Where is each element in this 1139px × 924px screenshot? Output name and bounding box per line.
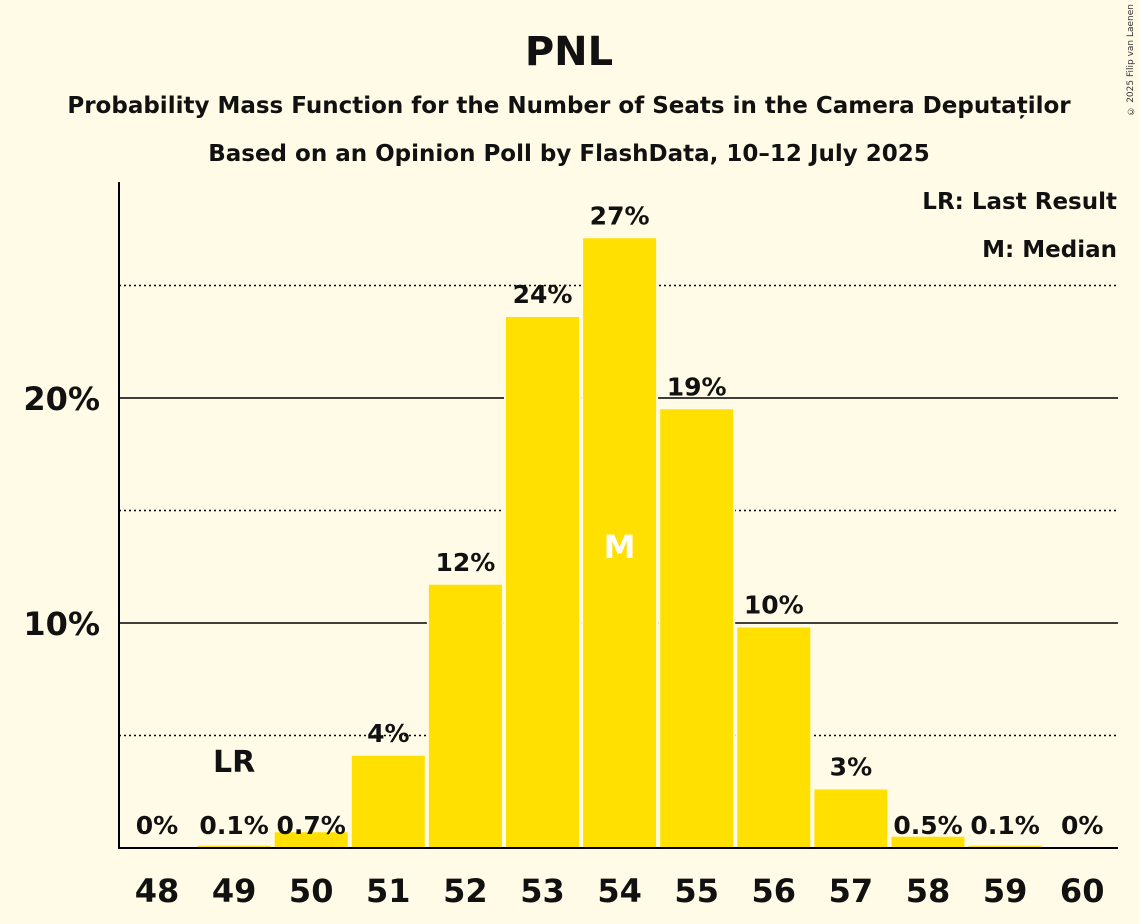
- x-tick-label: 59: [983, 872, 1028, 910]
- bar: [660, 409, 734, 848]
- bar: [506, 317, 579, 848]
- legend-last-result: LR: Last Result: [922, 189, 1117, 215]
- bar: [351, 755, 425, 848]
- bar: [274, 832, 348, 848]
- copyright-notice: © 2025 Filip van Laenen: [1126, 4, 1136, 116]
- data-label: 10%: [744, 591, 804, 620]
- x-tick-label: 60: [1060, 872, 1105, 910]
- x-tick-label: 56: [752, 872, 797, 910]
- x-tick-label: 49: [212, 872, 257, 910]
- data-labels: 0% 0.1% LR 0.7% 4% 12% 24% 27% M 19% 10% 3% 0.5% 0.1%…: [136, 201, 1104, 840]
- x-tick-label: 58: [906, 872, 951, 910]
- data-label: 19%: [667, 372, 727, 401]
- bar: [968, 845, 1042, 848]
- data-label: 12%: [435, 548, 495, 577]
- x-tick-label: 57: [829, 872, 874, 910]
- data-label: 0%: [136, 811, 178, 840]
- bar: [737, 627, 811, 848]
- data-label: 27%: [590, 201, 650, 230]
- chart-subtitle: Probability Mass Function for the Number…: [67, 93, 1071, 119]
- chart-title: PNL: [525, 29, 613, 75]
- x-tick-label: 54: [597, 872, 642, 910]
- bar: [814, 789, 888, 848]
- data-label: 0.1%: [970, 811, 1039, 840]
- data-label: 0.1%: [199, 811, 268, 840]
- data-label: 0.7%: [277, 811, 346, 840]
- x-tick-label: 53: [520, 872, 565, 910]
- data-label: 0.5%: [893, 811, 962, 840]
- data-label: 0%: [1061, 811, 1103, 840]
- y-tick-label: 20%: [23, 380, 100, 418]
- data-label: 4%: [367, 719, 409, 748]
- x-axis-ticks: 48 49 50 51 52 53 54 55 56 57 58 59 60: [135, 872, 1105, 910]
- x-tick-label: 48: [135, 872, 180, 910]
- last-result-marker: LR: [213, 745, 255, 780]
- bar: [583, 238, 657, 848]
- data-label: 3%: [830, 753, 872, 782]
- x-tick-label: 55: [674, 872, 719, 910]
- x-tick-label: 50: [289, 872, 334, 910]
- legend-median: M: Median: [982, 237, 1117, 263]
- bars: [195, 236, 1044, 848]
- bar: [197, 845, 271, 848]
- median-marker: M: [604, 528, 636, 566]
- data-label: 24%: [513, 280, 573, 309]
- y-tick-label: 10%: [23, 605, 100, 643]
- bar: [891, 836, 965, 848]
- y-axis-ticks: 10% 20%: [23, 380, 100, 643]
- bar: [428, 584, 502, 848]
- x-tick-label: 51: [366, 872, 411, 910]
- chart-source: Based on an Opinion Poll by FlashData, 1…: [208, 141, 930, 167]
- x-tick-label: 52: [443, 872, 488, 910]
